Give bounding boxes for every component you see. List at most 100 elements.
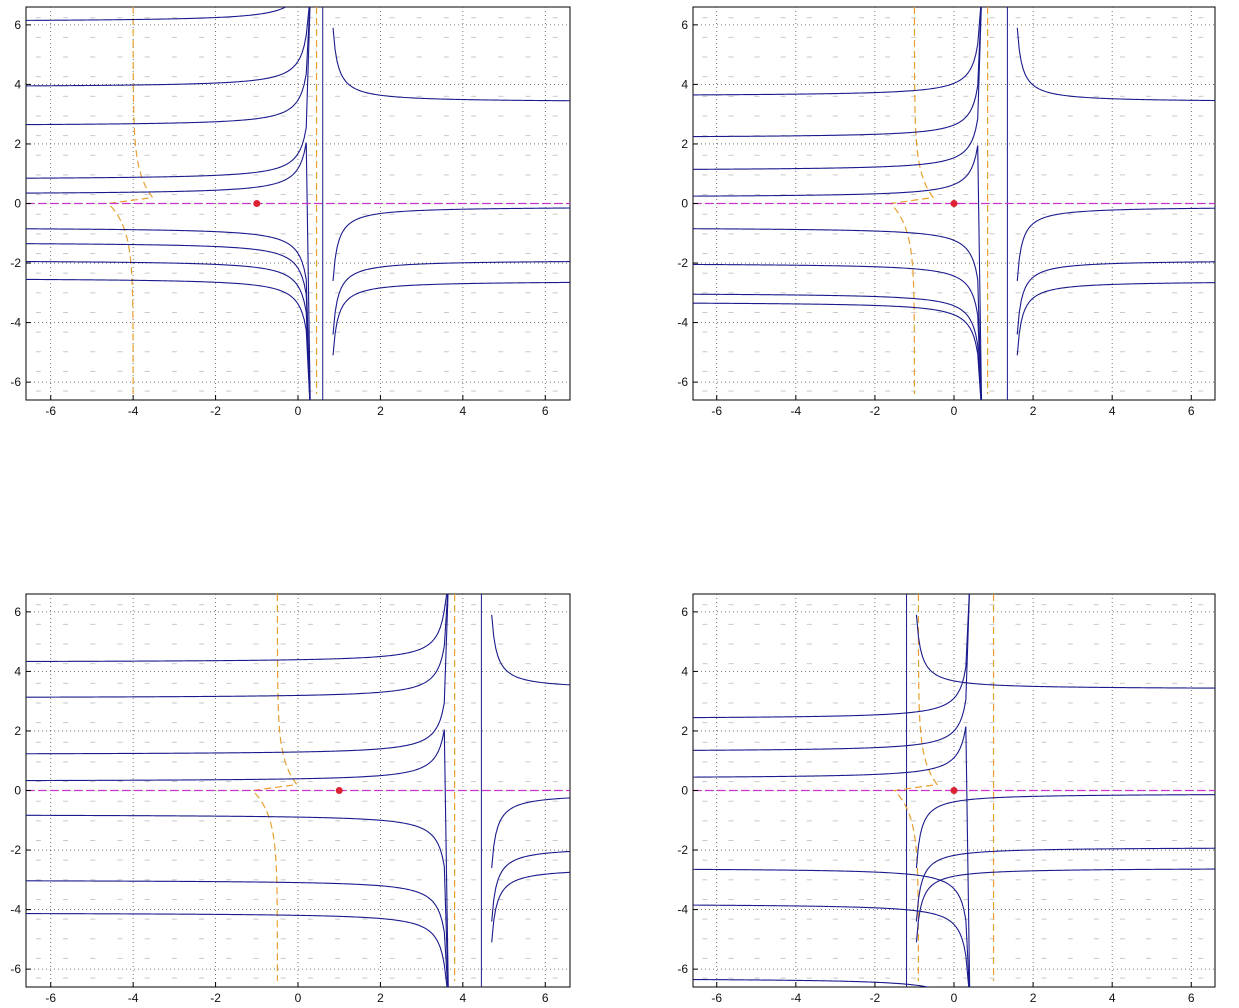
x-tick-label: -6 [45, 404, 56, 418]
trajectory-curve [26, 228, 311, 400]
y-tick-label: 6 [14, 18, 21, 32]
trajectory-curve [26, 7, 287, 21]
x-tick-label: -2 [210, 404, 221, 418]
y-tick-label: -6 [677, 375, 688, 389]
trajectory-curve [26, 7, 311, 179]
y-tick-label: -4 [10, 316, 21, 330]
trajectory-curve [26, 814, 449, 987]
y-tick-label: -2 [677, 256, 688, 270]
y-tick-label: 4 [14, 664, 21, 678]
trajectory-curve [693, 263, 982, 400]
y-tick-label: 0 [14, 784, 21, 798]
trajectory-curve [693, 594, 970, 719]
trajectory-curve [26, 7, 310, 87]
y-tick-label: 2 [14, 137, 21, 151]
trajectory-curve [693, 7, 982, 96]
trajectory-curve [491, 614, 570, 686]
x-tick-label: -2 [870, 991, 881, 1005]
x-tick-label: 6 [542, 991, 549, 1005]
trajectory-curve [26, 913, 448, 987]
plot-area [693, 7, 1215, 400]
trajectory-curve [26, 7, 311, 126]
trajectory-curve [693, 293, 982, 400]
trajectory-curve [1016, 207, 1215, 281]
y-tick-label: 2 [681, 724, 688, 738]
y-tick-label: -6 [10, 375, 21, 389]
x-tick-label: 0 [951, 991, 958, 1005]
y-tick-label: -4 [10, 903, 21, 917]
equilibrium-point [950, 787, 958, 794]
x-tick-label: 4 [1109, 404, 1116, 418]
trajectory-curve [26, 594, 449, 698]
plot-area [26, 7, 570, 400]
trajectory-curve [693, 726, 971, 987]
y-tick-label: -4 [677, 316, 688, 330]
x-tick-label: 0 [951, 404, 958, 418]
x-tick-label: -2 [210, 991, 221, 1005]
x-tick-label: 2 [377, 404, 384, 418]
trajectory-curve [693, 904, 970, 987]
chart-panel-top-left: -6 -4 -2 0 2 4 6 -6 -4 -2 0 2 4 6 [10, 6, 571, 418]
trajectory-curve [332, 27, 570, 102]
trajectory-curve [332, 281, 570, 356]
x-tick-label: -4 [128, 404, 139, 418]
trajectory-curve [693, 7, 982, 170]
y-tick-label: -2 [10, 256, 21, 270]
x-tick-label: 0 [295, 991, 302, 1005]
nullcline-curve [889, 7, 935, 395]
trajectory-curve [26, 880, 449, 987]
x-tick-label: -6 [711, 991, 722, 1005]
trajectory-curve [491, 797, 570, 868]
x-tick-label: 6 [1188, 991, 1195, 1005]
x-tick-label: -4 [128, 991, 139, 1005]
chart-panel-bottom-left: -6 -4 -2 0 2 4 6 -6 -4 -2 0 2 4 6 [10, 593, 571, 1005]
trajectory-curve [26, 261, 311, 400]
equilibrium-point [950, 200, 958, 207]
y-tick-label: -4 [677, 903, 688, 917]
nullcline-curve [893, 594, 939, 982]
trajectory-curve [693, 978, 931, 987]
trajectory-curve [26, 594, 449, 755]
x-tick-label: -4 [790, 404, 801, 418]
trajectory-curve [1016, 27, 1215, 102]
y-tick-label: -6 [677, 962, 688, 976]
y-tick-label: 6 [14, 605, 21, 619]
trajectory-curve [693, 594, 970, 751]
x-tick-label: -4 [790, 991, 801, 1005]
x-tick-label: 4 [460, 404, 467, 418]
trajectory-curve [332, 207, 570, 281]
trajectory-curve [693, 7, 982, 138]
trajectory-curve [693, 868, 970, 987]
y-tick-label: 0 [681, 784, 688, 798]
trajectory-curve [26, 594, 448, 663]
trajectory-curve [26, 729, 449, 987]
x-tick-label: -2 [870, 404, 881, 418]
y-tick-label: 4 [14, 77, 21, 91]
x-tick-label: 2 [377, 991, 384, 1005]
trajectory-curve [26, 142, 311, 400]
trajectory-curve [491, 871, 570, 943]
trajectory-curve [915, 868, 1215, 943]
x-tick-label: 6 [1188, 404, 1195, 418]
y-tick-label: -2 [10, 843, 21, 857]
trajectory-curve [1016, 261, 1215, 335]
x-tick-label: 4 [1109, 991, 1116, 1005]
equilibrium-point [335, 787, 343, 794]
x-tick-label: -6 [45, 991, 56, 1005]
chart-panel-bottom-right: -6 -4 -2 0 2 4 6 -6 -4 -2 0 2 4 6 [677, 593, 1216, 1005]
y-tick-label: 0 [681, 197, 688, 211]
trajectory-curve [26, 278, 311, 400]
y-tick-label: 0 [14, 197, 21, 211]
y-tick-label: 4 [681, 77, 688, 91]
trajectory-curve [915, 614, 1215, 689]
y-tick-label: 4 [681, 664, 688, 678]
trajectory-curve [915, 794, 1215, 868]
y-tick-label: 2 [681, 137, 688, 151]
trajectory-curve [693, 145, 983, 400]
plot-area [26, 594, 570, 987]
plot-area [693, 594, 1215, 987]
trajectory-curve [693, 228, 982, 400]
x-tick-label: 2 [1030, 991, 1037, 1005]
x-tick-label: -6 [711, 404, 722, 418]
